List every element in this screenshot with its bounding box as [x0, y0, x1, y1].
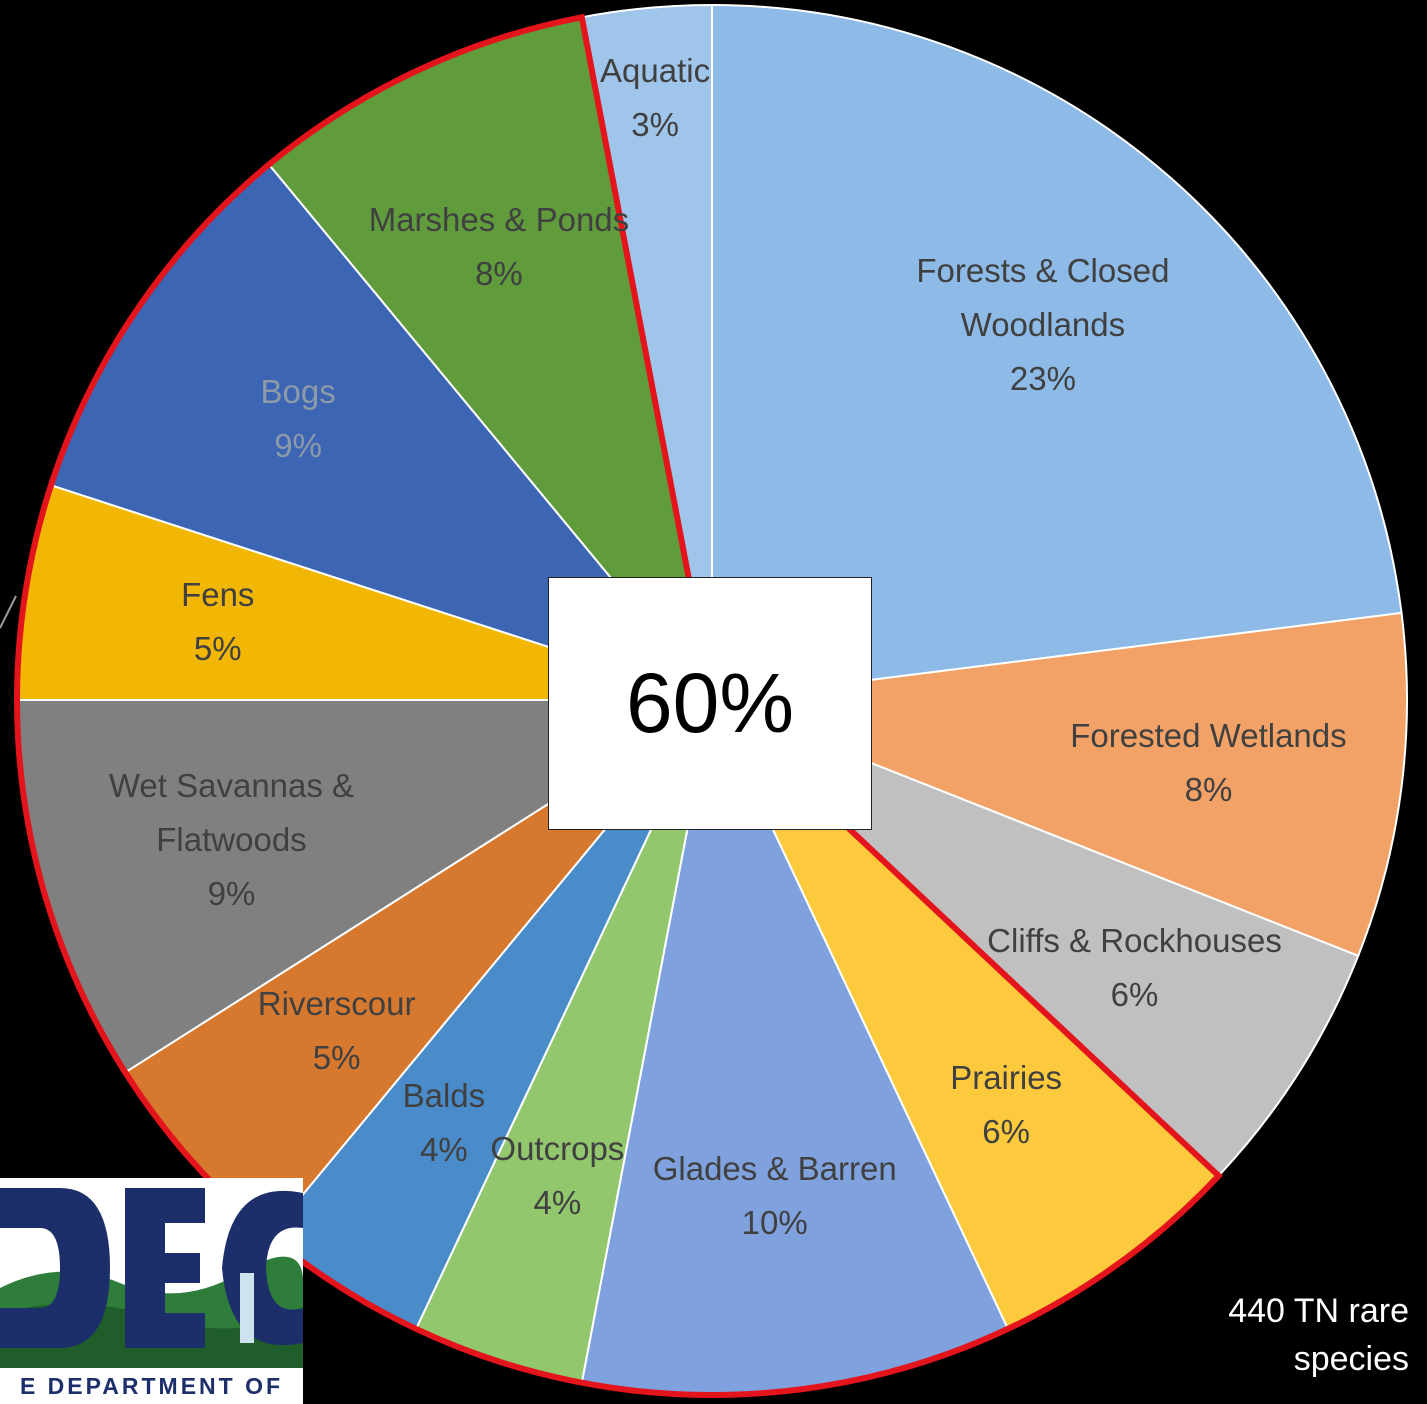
slice-name: Bogs [260, 372, 336, 410]
data-label: Forests & Closed Woodlands 23% [893, 244, 1193, 406]
data-label: Riverscour 5% [187, 977, 487, 1085]
slice-name: Balds [402, 1076, 486, 1114]
slice-name: Riverscour [257, 984, 416, 1022]
note-line: 440 TN rare [1228, 1292, 1409, 1330]
slice-value: 10% [741, 1204, 808, 1242]
logo-art [0, 1188, 303, 1368]
center-label: 60% [548, 577, 872, 830]
slice-name: Glades & Barren [652, 1150, 897, 1188]
slice-value: 23% [1009, 359, 1076, 397]
slice-name: Outcrops [490, 1129, 625, 1167]
data-label: Fens 5% [68, 568, 368, 676]
slice-name: Forests & Closed Woodlands [916, 251, 1170, 343]
note: 440 TN rare species [1228, 1287, 1409, 1383]
data-label: Balds 4% [294, 1069, 594, 1177]
data-label: Marshes & Ponds 8% [349, 193, 649, 301]
slice-name: Forested Wetlands [1070, 716, 1347, 754]
data-label: Aquatic 3% [505, 44, 805, 152]
logo-caption: E DEPARTMENT OF [19, 1373, 284, 1399]
slice-value: 8% [475, 255, 523, 293]
data-label: Wet Savannas & Flatwoods 9% [81, 759, 381, 921]
slice-name: Prairies [950, 1058, 1063, 1096]
slice-name: Fens [181, 575, 255, 613]
slice-name: Marshes & Ponds [368, 201, 630, 239]
slice-name: Cliffs & Rockhouses [987, 922, 1282, 960]
slice-value: 5% [193, 629, 242, 667]
slice-value: 8% [1184, 770, 1233, 808]
highlight-outline [13, 13, 1223, 1399]
data-label: Outcrops 4% [407, 1122, 707, 1230]
leader-line [0, 595, 17, 629]
slice-value: 9% [274, 426, 322, 464]
slice-name: Wet Savannas & Flatwoods [108, 766, 355, 858]
data-label: Glades & Barren 10% [625, 1142, 925, 1250]
slice-value: 5% [312, 1038, 361, 1076]
pie-slice [711, 3, 1403, 702]
slice-value: 4% [533, 1183, 582, 1221]
slice-value: 6% [982, 1112, 1030, 1150]
pie-slice [711, 611, 1408, 958]
note-line: species [1293, 1340, 1409, 1378]
logo: E DEPARTMENT OF [0, 1178, 303, 1404]
data-label: Forested Wetlands 8% [1058, 709, 1358, 817]
data-label: Bogs 9% [148, 365, 448, 473]
slice-value: 3% [631, 106, 679, 144]
slice-name: Aquatic [600, 52, 711, 90]
slice-value: 9% [207, 874, 256, 912]
data-label: Cliffs & Rockhouses 6% [985, 914, 1285, 1022]
pie-slice [711, 699, 1360, 1178]
slice-value: 4% [420, 1130, 468, 1168]
slice-value: 6% [1110, 976, 1159, 1014]
data-label: Prairies 6% [856, 1051, 1156, 1159]
